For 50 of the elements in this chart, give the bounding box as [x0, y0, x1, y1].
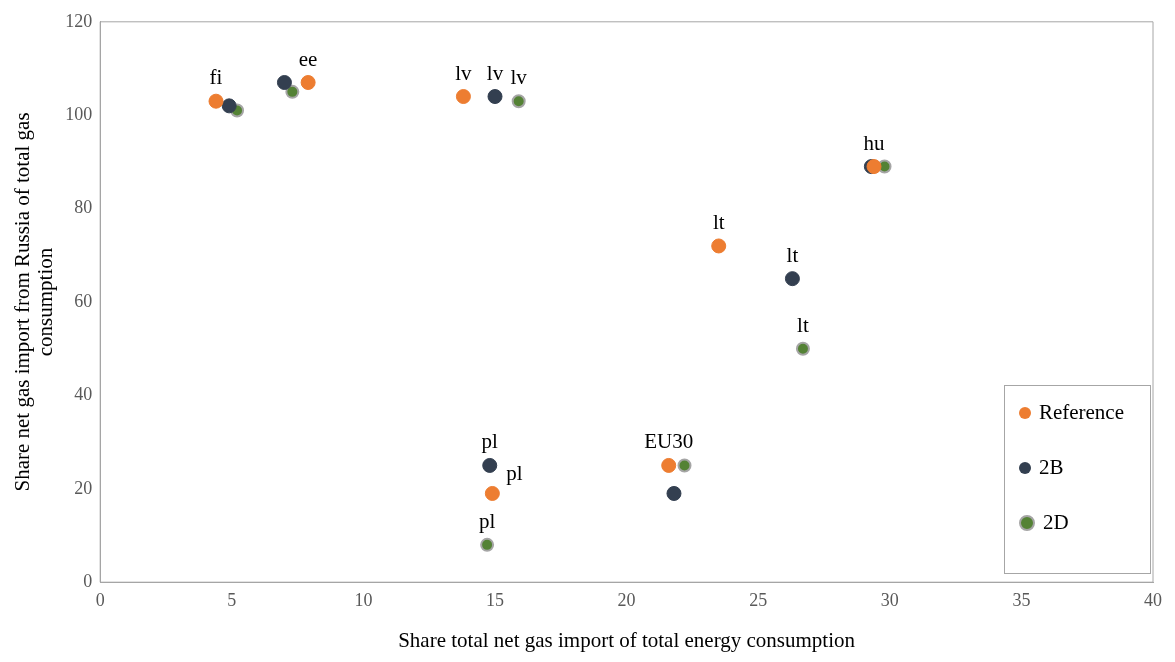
annotation: lt: [712, 209, 725, 234]
y-axis-title: Share net gas import from Russia of total gas consumption: [10, 112, 58, 492]
annotation: pl: [506, 461, 523, 486]
point: [784, 271, 800, 287]
annotation: hu: [863, 130, 886, 155]
legend-label: Reference: [1038, 400, 1124, 425]
point: [795, 341, 810, 356]
legend-label: 2D: [1042, 510, 1069, 535]
annotation: lv: [486, 60, 504, 85]
x-tick-label: 25: [749, 589, 768, 610]
x-tick-label: 5: [227, 589, 237, 610]
annotation: ee: [298, 46, 318, 71]
point: [666, 485, 682, 501]
x-tick-label: 35: [1012, 589, 1031, 610]
point: [487, 89, 503, 105]
x-tick-label: 40: [1144, 589, 1162, 610]
annotation: lt: [786, 242, 799, 267]
y-tick-label: 0: [83, 570, 93, 591]
point: [482, 457, 498, 473]
annotation: lv: [455, 60, 473, 85]
annotation: lt: [797, 312, 809, 337]
x-tick-label: 30: [880, 589, 899, 610]
legend-label: 2B: [1038, 455, 1064, 480]
y-tick-label: 120: [65, 10, 93, 31]
x-axis-title: Share total net gas import of total energy consumption: [398, 627, 856, 652]
y-tick-label: 80: [74, 197, 93, 218]
x-tick-label: 15: [486, 589, 504, 610]
point: [285, 84, 300, 99]
annotation: fi: [209, 65, 223, 90]
point: [208, 93, 224, 109]
y-tick-label: 40: [74, 384, 93, 405]
point: [511, 94, 526, 109]
point: [661, 457, 677, 473]
point: [221, 98, 237, 114]
y-tick-label: 60: [74, 290, 93, 311]
y-tick-label: 100: [65, 103, 93, 124]
point: [711, 238, 727, 254]
annotation: lv: [510, 65, 528, 90]
point: [484, 485, 500, 501]
annotation: pl: [478, 508, 496, 533]
y-tick-label: 20: [74, 477, 93, 498]
annotation: pl: [481, 429, 499, 454]
annotation: EU30: [644, 429, 694, 454]
point: [677, 458, 692, 473]
x-tick-label: 20: [617, 589, 636, 610]
x-tick-label: 10: [354, 589, 373, 610]
point: [480, 537, 495, 552]
point: [276, 75, 292, 91]
point: [455, 89, 471, 105]
point: [300, 75, 316, 91]
